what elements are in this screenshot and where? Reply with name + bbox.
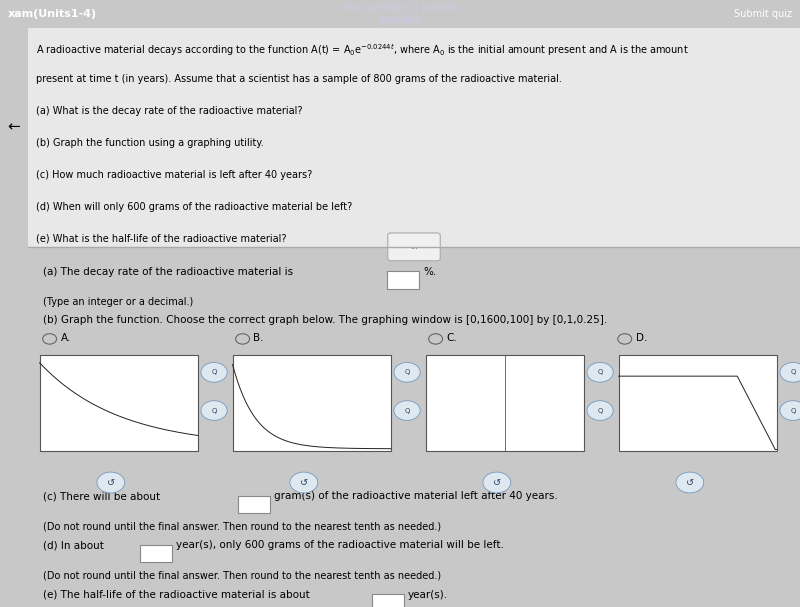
Text: year(s).: year(s). [408,589,448,600]
Bar [426,355,584,450]
Text: year(s), only 600 grams of the radioactive material will be left.: year(s), only 600 grams of the radioacti… [176,540,504,551]
Bar [39,355,198,450]
Text: (c) How much radioactive material is left after 40 years?: (c) How much radioactive material is lef… [36,170,312,180]
Text: B.: B. [254,333,264,343]
Text: D.: D. [635,333,647,343]
Bar [238,496,270,513]
Text: (d) In about: (d) In about [43,540,104,551]
Text: A radioactive material decays according to the function A(t) = A$_0$e$^{-0.0244t: A radioactive material decays according … [36,42,689,58]
Text: (b) Graph the function. Choose the correct graph below. The graphing window is [: (b) Graph the function. Choose the corre… [43,314,608,325]
Text: ...: ... [410,242,418,251]
Circle shape [97,472,125,493]
Text: C.: C. [446,333,457,343]
Text: ←: ← [8,119,20,134]
Text: %.: %. [423,266,437,277]
Text: Q: Q [790,407,796,413]
Text: ↺: ↺ [106,478,115,487]
Text: (e) The half-life of the radioactive material is about: (e) The half-life of the radioactive mat… [43,589,310,600]
Text: (Do not round until the final answer. Then round to the nearest tenth as needed.: (Do not round until the final answer. Th… [43,521,442,531]
Text: Q: Q [598,369,602,375]
Text: (Type an integer or a decimal.): (Type an integer or a decimal.) [43,297,194,307]
FancyBboxPatch shape [388,233,440,261]
Circle shape [587,401,613,421]
Text: ↺: ↺ [300,478,308,487]
Text: xam(Units1-4): xam(Units1-4) [8,9,97,19]
Text: Q: Q [790,369,796,375]
Circle shape [290,472,318,493]
Text: ↺: ↺ [493,478,501,487]
Text: Submit quiz: Submit quiz [734,9,792,19]
Text: present at time t (in years). Assume that a scientist has a sample of 800 grams : present at time t (in years). Assume tha… [36,74,562,84]
Text: Q: Q [598,407,602,413]
Text: passible: passible [380,15,420,25]
Text: (e) What is the half-life of the radioactive material?: (e) What is the half-life of the radioac… [36,234,286,243]
Bar [387,271,419,288]
Circle shape [780,362,800,382]
Text: (a) What is the decay rate of the radioactive material?: (a) What is the decay rate of the radioa… [36,106,302,116]
Text: (Do not round until the final answer. Then round to the nearest tenth as needed.: (Do not round until the final answer. Th… [43,571,442,580]
Bar [371,594,404,607]
Circle shape [201,362,227,382]
Circle shape [394,401,420,421]
Bar [140,545,172,563]
Text: Q: Q [211,407,217,413]
Text: (a) The decay rate of the radioactive material is: (a) The decay rate of the radioactive ma… [43,266,294,277]
Text: (d) When will only 600 grams of the radioactive material be left?: (d) When will only 600 grams of the radi… [36,202,352,212]
Circle shape [676,472,704,493]
Circle shape [483,472,510,493]
Bar [618,355,777,450]
Text: ↺: ↺ [686,478,694,487]
Circle shape [587,362,613,382]
Text: This question: 1 point(s): This question: 1 point(s) [341,3,459,13]
Circle shape [780,401,800,421]
Text: Q: Q [404,369,410,375]
Text: A.: A. [61,333,70,343]
Text: (c) There will be about: (c) There will be about [43,491,161,501]
Bar [233,355,391,450]
Text: (b) Graph the function using a graphing utility.: (b) Graph the function using a graphing … [36,138,263,148]
Text: Q: Q [404,407,410,413]
Text: Q: Q [211,369,217,375]
Text: gram(s) of the radioactive material left after 40 years.: gram(s) of the radioactive material left… [274,491,558,501]
Circle shape [394,362,420,382]
Bar [28,28,800,248]
Circle shape [201,401,227,421]
